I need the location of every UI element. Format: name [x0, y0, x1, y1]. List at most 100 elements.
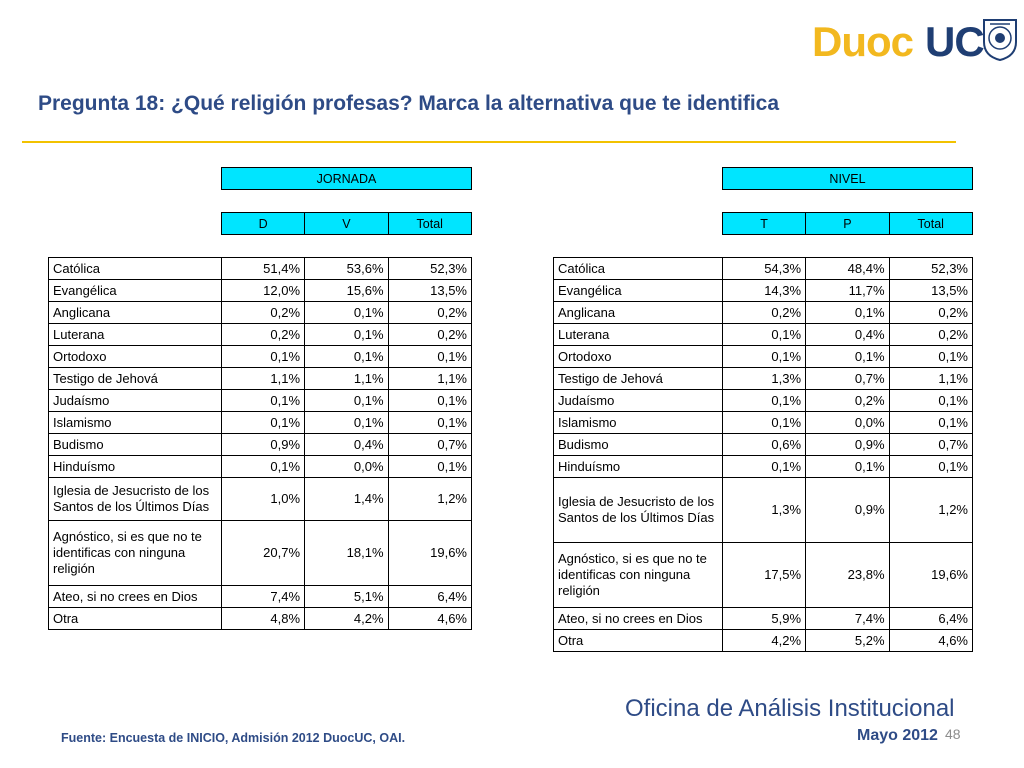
total-value: 1,2%: [387, 477, 473, 521]
religion-label: Judaísmo: [553, 389, 723, 412]
percent-value: 0,1%: [721, 323, 807, 346]
table-row: Judaísmo 0,1% 0,2% 0,1%: [553, 389, 974, 412]
table-row: Otra 4,8% 4,2% 4,6%: [48, 607, 473, 630]
title-underline: [22, 141, 956, 143]
total-value: 13,5%: [387, 279, 473, 302]
percent-value: 0,9%: [805, 477, 890, 543]
religion-label: Católica: [553, 257, 723, 280]
table-row: Católica 51,4% 53,6% 52,3%: [48, 257, 473, 280]
table-row: Anglicana 0,2% 0,1% 0,2%: [48, 301, 473, 324]
total-value: 19,6%: [888, 542, 974, 608]
total-value: 0,1%: [387, 345, 473, 368]
total-value: 0,2%: [888, 323, 974, 346]
page-title: Pregunta 18: ¿Qué religión profesas? Mar…: [38, 92, 780, 115]
religion-label: Ateo, si no crees en Dios: [553, 607, 723, 630]
table-row: Judaísmo 0,1% 0,1% 0,1%: [48, 389, 473, 412]
percent-value: 0,1%: [304, 411, 389, 434]
total-value: 0,1%: [387, 411, 473, 434]
percent-value: 0,4%: [304, 433, 389, 456]
religion-label: Islamismo: [48, 411, 222, 434]
percent-value: 48,4%: [805, 257, 890, 280]
nivel-column-headers: T P Total: [721, 212, 974, 235]
religion-label: Agnóstico, si es que no te identificas c…: [48, 520, 222, 586]
total-value: 52,3%: [888, 257, 974, 280]
table-row: Hinduísmo 0,1% 0,0% 0,1%: [48, 455, 473, 478]
table-row: Agnóstico, si es que no te identificas c…: [48, 520, 473, 586]
percent-value: 0,1%: [220, 455, 306, 478]
total-value: 0,2%: [387, 323, 473, 346]
total-value: 1,1%: [888, 367, 974, 390]
percent-value: 54,3%: [721, 257, 807, 280]
table-row: Testigo de Jehová 1,1% 1,1% 1,1%: [48, 367, 473, 390]
percent-value: 53,6%: [304, 257, 389, 280]
religion-label: Evangélica: [48, 279, 222, 302]
percent-value: 0,0%: [805, 411, 890, 434]
total-value: 0,2%: [387, 301, 473, 324]
percent-value: 5,9%: [721, 607, 807, 630]
university-seal-icon: [983, 19, 1017, 62]
percent-value: 0,1%: [721, 455, 807, 478]
religion-label: Budismo: [553, 433, 723, 456]
percent-value: 0,9%: [220, 433, 306, 456]
table-row: Ortodoxo 0,1% 0,1% 0,1%: [553, 345, 974, 368]
percent-value: 0,1%: [304, 323, 389, 346]
religion-label: Luterana: [48, 323, 222, 346]
total-value: 6,4%: [387, 585, 473, 608]
religion-label: Ortodoxo: [48, 345, 222, 368]
nivel-table: Católica 54,3% 48,4% 52,3% Evangélica 14,3% 11…: [553, 257, 974, 652]
religion-label: Testigo de Jehová: [553, 367, 723, 390]
percent-value: 0,1%: [220, 389, 306, 412]
percent-value: 7,4%: [805, 607, 890, 630]
percent-value: 0,1%: [304, 389, 389, 412]
table-row: Budismo 0,6% 0,9% 0,7%: [553, 433, 974, 456]
percent-value: 5,1%: [304, 585, 389, 608]
table-row: Ateo, si no crees en Dios 5,9% 7,4% 6,4%: [553, 607, 974, 630]
total-value: 19,6%: [387, 520, 473, 586]
total-value: 1,2%: [888, 477, 974, 543]
table-row: Católica 54,3% 48,4% 52,3%: [553, 257, 974, 280]
religion-label: Anglicana: [553, 301, 723, 324]
percent-value: 14,3%: [721, 279, 807, 302]
table-row: Iglesia de Jesucristo de los Santos de l…: [553, 477, 974, 543]
table-row: Iglesia de Jesucristo de los Santos de l…: [48, 477, 473, 521]
percent-value: 0,0%: [304, 455, 389, 478]
religion-label: Hinduísmo: [553, 455, 723, 478]
nivel-label: NIVEL: [722, 167, 973, 190]
percent-value: 0,1%: [304, 301, 389, 324]
percent-value: 0,4%: [805, 323, 890, 346]
percent-value: 1,0%: [220, 477, 306, 521]
report-date: Mayo 2012: [857, 727, 938, 744]
total-value: 1,1%: [387, 367, 473, 390]
jornada-group-header: JORNADA: [221, 167, 472, 190]
total-value: 0,1%: [888, 389, 974, 412]
religion-label: Iglesia de Jesucristo de los Santos de l…: [48, 477, 222, 521]
percent-value: 0,1%: [805, 455, 890, 478]
percent-value: 0,6%: [721, 433, 807, 456]
percent-value: 1,3%: [721, 367, 807, 390]
total-value: 0,1%: [888, 345, 974, 368]
table-row: Otra 4,2% 5,2% 4,6%: [553, 629, 974, 652]
religion-label: Islamismo: [553, 411, 723, 434]
percent-value: 0,2%: [220, 323, 306, 346]
office-name: Oficina de Análisis Institucional: [625, 695, 955, 722]
jornada-column-headers: D V Total: [220, 212, 473, 235]
percent-value: 0,2%: [721, 301, 807, 324]
total-value: 52,3%: [387, 257, 473, 280]
table-row: Anglicana 0,2% 0,1% 0,2%: [553, 301, 974, 324]
percent-value: 1,1%: [304, 367, 389, 390]
religion-label: Hinduísmo: [48, 455, 222, 478]
column-header-t: T: [721, 212, 807, 235]
logo-text-uc: UC: [925, 18, 985, 65]
religion-label: Anglicana: [48, 301, 222, 324]
percent-value: 11,7%: [805, 279, 890, 302]
percent-value: 1,4%: [304, 477, 389, 521]
percent-value: 4,8%: [220, 607, 306, 630]
percent-value: 0,2%: [805, 389, 890, 412]
religion-label: Testigo de Jehová: [48, 367, 222, 390]
total-value: 0,1%: [387, 389, 473, 412]
religion-label: Judaísmo: [48, 389, 222, 412]
total-value: 0,7%: [888, 433, 974, 456]
percent-value: 1,3%: [721, 477, 807, 543]
total-value: 0,1%: [888, 455, 974, 478]
table-row: Hinduísmo 0,1% 0,1% 0,1%: [553, 455, 974, 478]
